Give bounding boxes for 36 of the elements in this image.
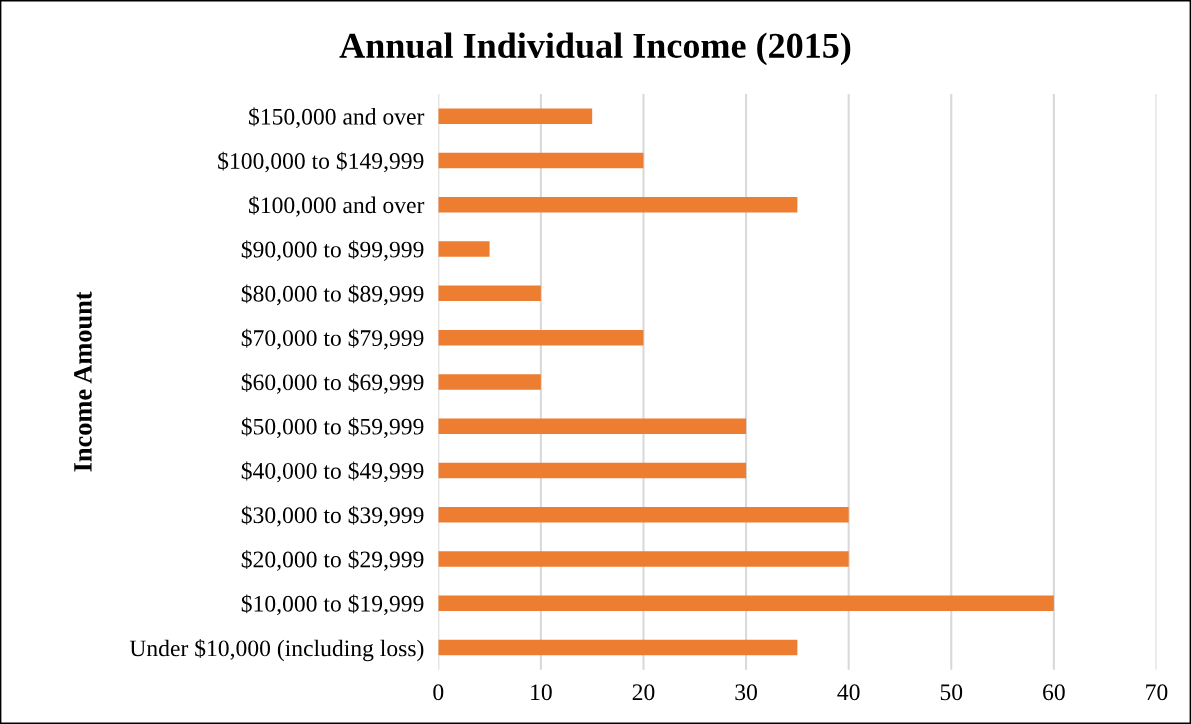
y-tick-label: $100,000 to $149,999: [218, 151, 424, 173]
x-tick-label: 0: [433, 684, 444, 701]
y-tick-label: $20,000 to $29,999: [241, 550, 424, 571]
x-tick-label: 70: [1146, 684, 1168, 701]
x-tick-label: 30: [735, 684, 757, 701]
x-tick-label: 20: [632, 684, 655, 701]
bar: [438, 374, 541, 390]
bar: [438, 152, 644, 169]
bar: [438, 551, 849, 567]
bar: [438, 329, 644, 346]
x-tick-label: 10: [531, 684, 552, 701]
bar: [438, 197, 798, 213]
x-tick-label: 50: [940, 684, 963, 701]
y-tick-label: $60,000 to $69,999: [241, 373, 424, 394]
x-tick-label: 40: [837, 684, 860, 701]
bar: [438, 639, 798, 656]
bar: [438, 595, 1054, 612]
y-tick-label: $80,000 to $89,999: [241, 284, 424, 306]
y-tick-label: $50,000 to $59,999: [241, 417, 424, 439]
bar: [438, 241, 490, 257]
bar: [438, 418, 747, 434]
y-tick-label: $100,000 and over: [249, 195, 425, 217]
y-tick-label: Under $10,000 (including loss): [129, 639, 424, 662]
bar: [438, 462, 747, 479]
bar: [438, 506, 849, 523]
bar: [438, 108, 593, 125]
y-tick-label: $30,000 to $39,999: [241, 505, 424, 527]
y-tick-label: $10,000 to $19,999: [241, 594, 424, 616]
x-tick-label: 60: [1043, 684, 1065, 701]
y-axis-title: Income Amount: [74, 291, 92, 472]
chart-title: Annual Individual Income (2015): [339, 32, 851, 66]
y-tick-label: $150,000 and over: [249, 107, 425, 129]
bar: [438, 285, 541, 302]
y-tick-label: $40,000 to $49,999: [241, 461, 424, 483]
y-tick-label: $70,000 to $79,999: [241, 328, 424, 350]
y-tick-label: $90,000 to $99,999: [241, 240, 424, 261]
